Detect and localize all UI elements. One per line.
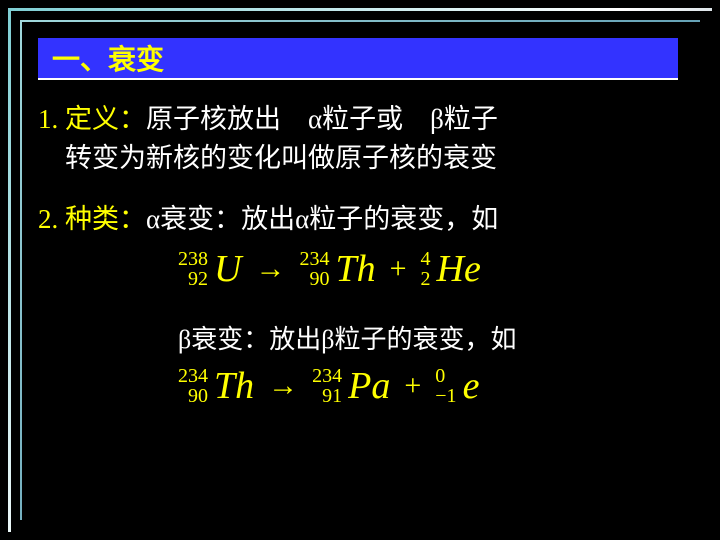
element-symbol: Pa xyxy=(344,364,390,408)
mass-number: 238 xyxy=(178,249,208,269)
section-title: 一、衰变 xyxy=(52,38,164,78)
mass-number: 234 xyxy=(299,249,329,269)
nuclide-u238: 238 92 U xyxy=(178,247,241,291)
atomic-number: 90 xyxy=(299,269,329,289)
atomic-number: 2 xyxy=(421,269,431,289)
nuclide-he4: 4 2 He xyxy=(421,247,481,291)
def-number: 1. xyxy=(38,104,58,134)
element-symbol: He xyxy=(433,247,481,291)
beta-decay-text: β衰变：放出β粒子的衰变，如 xyxy=(178,319,688,356)
reaction-arrow: → xyxy=(247,252,293,286)
element-symbol: e xyxy=(459,364,480,408)
element-symbol: U xyxy=(210,247,241,291)
mass-number: 0 xyxy=(435,366,456,386)
atomic-number: 90 xyxy=(178,386,208,406)
alpha-decay-text: α衰变：放出α粒子的衰变，如 xyxy=(146,204,498,234)
definition-block: 1. 定义：原子核放出 α粒子或 β粒子 xyxy=(38,100,688,139)
atomic-number: 91 xyxy=(312,386,342,406)
alpha-decay-equation: 238 92 U → 234 90 Th + 4 2 He xyxy=(178,247,688,291)
nuclide-th234-b: 234 90 Th xyxy=(178,364,254,408)
def-label: 定义： xyxy=(65,104,146,134)
nuclide-pa234: 234 91 Pa xyxy=(312,364,390,408)
nuclide-electron: 0 −1 e xyxy=(435,364,479,408)
element-symbol: Th xyxy=(210,364,254,408)
plus-sign: + xyxy=(382,252,415,286)
beta-decay-equation: 234 90 Th → 234 91 Pa + 0 −1 e xyxy=(178,364,688,408)
nuclide-th234: 234 90 Th xyxy=(299,247,375,291)
types-number: 2. xyxy=(38,204,58,234)
mass-number: 234 xyxy=(312,366,342,386)
def-text-1: 原子核放出 α粒子或 β粒子 xyxy=(146,104,498,134)
element-symbol: Th xyxy=(331,247,375,291)
content-area: 1. 定义：原子核放出 α粒子或 β粒子 转变为新核的变化叫做原子核的衰变 2.… xyxy=(38,100,688,408)
section-header: 一、衰变 xyxy=(38,38,678,80)
definition-line2: 转变为新核的变化叫做原子核的衰变 xyxy=(38,139,688,178)
atomic-number: 92 xyxy=(178,269,208,289)
plus-sign: + xyxy=(396,369,429,403)
atomic-number: −1 xyxy=(435,386,456,406)
mass-number: 4 xyxy=(421,249,431,269)
reaction-arrow: → xyxy=(260,369,306,403)
mass-number: 234 xyxy=(178,366,208,386)
types-block: 2. 种类：α衰变：放出α粒子的衰变，如 xyxy=(38,200,688,239)
types-label: 种类： xyxy=(65,204,146,234)
